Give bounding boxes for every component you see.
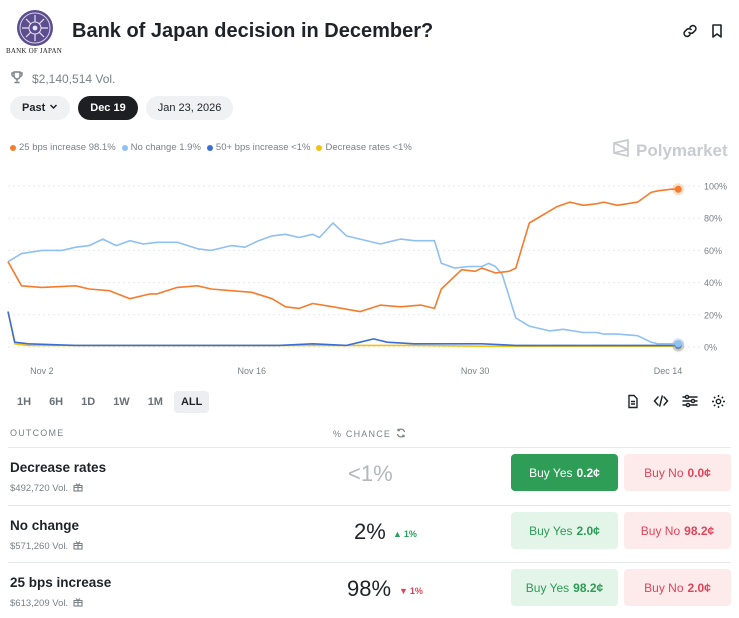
legend-item: 50+ bps increase <1%	[206, 142, 310, 153]
chance-column-header: % CHANCE	[333, 428, 406, 440]
y-tick-label: 0%	[704, 343, 717, 353]
buy-yes-button[interactable]: Buy Yes 98.2¢	[511, 569, 618, 606]
document-icon[interactable]	[625, 393, 641, 409]
y-tick-label: 60%	[704, 246, 722, 256]
y-tick-label: 40%	[704, 278, 722, 288]
page-title: Bank of Japan decision in December?	[72, 20, 434, 42]
range-6h[interactable]: 6H	[49, 396, 64, 408]
range-tabs: 1H 6H 1D 1W 1M ALL	[10, 391, 210, 413]
series-line-decrease-rates	[7, 311, 679, 347]
chevron-down-icon	[49, 102, 58, 114]
outcome-name: No change	[10, 518, 80, 533]
chance-delta: ▼ 1%	[399, 586, 423, 596]
y-tick-label: 100%	[704, 182, 727, 192]
series-end-point	[674, 340, 682, 348]
x-tick-label: Nov 16	[237, 366, 266, 376]
outcome-volume: $613,209 Vol.	[10, 597, 83, 610]
up-triangle-icon: ▲	[393, 529, 402, 539]
buy-no-button[interactable]: Buy No 2.0¢	[624, 569, 731, 606]
divider	[8, 505, 731, 506]
tab-dec-19[interactable]: Dec 19	[78, 96, 138, 120]
y-tick-label: 80%	[704, 214, 722, 224]
gift-icon	[73, 482, 83, 495]
divider	[8, 562, 731, 563]
code-icon[interactable]	[653, 393, 669, 409]
gift-icon	[73, 540, 83, 553]
outcome-volume: $571,260 Vol.	[10, 540, 83, 553]
legend-dot	[10, 144, 16, 151]
bank-of-japan-logo	[10, 8, 60, 58]
range-all[interactable]: ALL	[173, 391, 210, 413]
series-line-25-bps-increase	[7, 188, 679, 313]
outcome-name: Decrease rates	[10, 460, 107, 475]
divider	[8, 447, 731, 448]
buy-no-button[interactable]: Buy No 0.0¢	[624, 454, 731, 491]
series-end-point	[674, 185, 682, 193]
chance-delta: ▲ 1%	[393, 529, 417, 539]
sliders-icon[interactable]	[682, 393, 698, 409]
outcome-name: 25 bps increase	[10, 575, 112, 590]
volume-text: $2,140,514 Vol.	[32, 71, 116, 86]
range-1d[interactable]: 1D	[81, 396, 96, 408]
outcome-column-header: OUTCOME	[10, 428, 65, 438]
chart-legend: 25 bps increase 98.1% No change 1.9% 50+…	[10, 142, 412, 153]
x-tick-label: Dec 14	[654, 366, 683, 376]
tab-past[interactable]: Past	[10, 96, 71, 120]
buy-yes-button[interactable]: Buy Yes 0.2¢	[511, 454, 618, 491]
polymarket-watermark: Polymarket	[612, 138, 728, 163]
legend-item: Decrease rates <1%	[316, 142, 412, 153]
price-history-chart[interactable]: 100% 80% 60% 40% 20% 0% Nov 2 Nov 16 Nov 30 Dec 1…	[0, 170, 739, 385]
down-triangle-icon: ▼	[399, 586, 408, 596]
bookmark-icon[interactable]	[708, 22, 726, 40]
y-tick-label: 20%	[704, 310, 722, 320]
outcome-chance: 98%	[347, 576, 392, 601]
x-tick-label: Nov 2	[30, 366, 54, 376]
range-1w[interactable]: 1W	[113, 396, 130, 408]
legend-dot	[206, 144, 213, 151]
gift-icon	[73, 597, 83, 610]
legend-item: No change 1.9%	[121, 142, 201, 153]
polymarket-logo-icon	[612, 138, 630, 163]
x-tick-label: Nov 30	[461, 366, 490, 376]
range-1h[interactable]: 1H	[17, 396, 32, 408]
range-1m[interactable]: 1M	[147, 396, 163, 408]
series-line-no-change	[7, 222, 679, 345]
trophy-icon	[10, 70, 24, 87]
outcome-volume: $492,720 Vol.	[10, 482, 83, 495]
logo-caption: BANK OF JAPAN	[6, 47, 63, 55]
total-volume: $2,140,514 Vol.	[10, 70, 115, 87]
outcome-chance: <1%	[348, 461, 393, 486]
legend-dot	[121, 144, 128, 151]
series-line-50-bps-increase	[7, 311, 679, 347]
legend-item: 25 bps increase 98.1%	[10, 142, 116, 153]
buy-yes-button[interactable]: Buy Yes 2.0¢	[511, 512, 618, 549]
outcome-row-25-bps-increase[interactable]: 25 bps increase $613,209 Vol. 98% ▼ 1% Bu…	[0, 564, 739, 618]
date-tabs: Past Dec 19 Jan 23, 2026	[10, 96, 234, 120]
link-icon[interactable]	[681, 22, 699, 40]
buy-no-button[interactable]: Buy No 98.2¢	[624, 512, 731, 549]
outcome-chance: 2%	[354, 519, 386, 544]
outcome-row-decrease-rates[interactable]: Decrease rates $492,720 Vol. <1% Buy Yes…	[0, 449, 739, 505]
tab-jan-23-2026[interactable]: Jan 23, 2026	[145, 96, 234, 120]
gear-icon[interactable]	[710, 393, 726, 409]
refresh-icon[interactable]	[396, 428, 406, 440]
outcome-row-no-change[interactable]: No change $571,260 Vol. 2% ▲ 1% Buy Yes 2.…	[0, 507, 739, 563]
legend-dot	[316, 144, 323, 151]
